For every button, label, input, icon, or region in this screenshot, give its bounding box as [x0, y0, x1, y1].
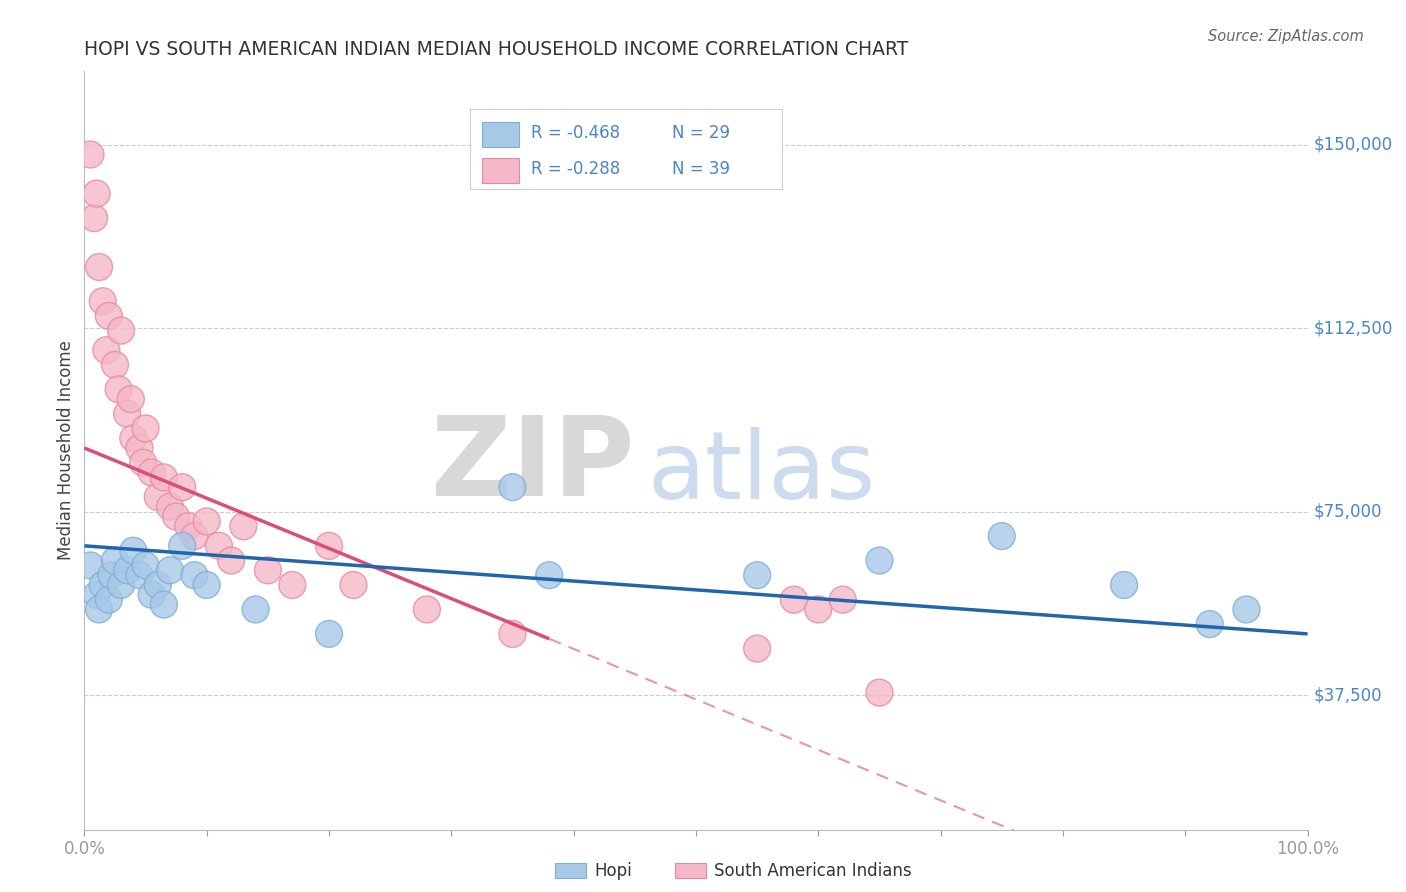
FancyBboxPatch shape	[482, 122, 519, 147]
Text: R = -0.468: R = -0.468	[531, 124, 620, 142]
Ellipse shape	[413, 596, 440, 623]
Text: N = 39: N = 39	[672, 160, 730, 178]
Ellipse shape	[145, 483, 172, 510]
Ellipse shape	[1197, 611, 1223, 638]
Ellipse shape	[278, 572, 305, 599]
Ellipse shape	[163, 503, 190, 530]
Ellipse shape	[193, 572, 221, 599]
Ellipse shape	[1111, 572, 1137, 599]
Ellipse shape	[117, 385, 145, 412]
Ellipse shape	[205, 533, 232, 559]
Ellipse shape	[127, 434, 153, 461]
Text: R = -0.288: R = -0.288	[531, 160, 620, 178]
Ellipse shape	[156, 557, 183, 583]
FancyBboxPatch shape	[470, 110, 782, 189]
Text: $37,500: $37,500	[1313, 686, 1382, 704]
Ellipse shape	[830, 586, 856, 613]
Ellipse shape	[218, 547, 245, 574]
Ellipse shape	[536, 562, 562, 589]
Ellipse shape	[77, 552, 104, 579]
Ellipse shape	[138, 459, 165, 486]
Ellipse shape	[315, 621, 343, 648]
Ellipse shape	[744, 635, 770, 662]
Ellipse shape	[114, 401, 141, 427]
Ellipse shape	[114, 557, 141, 583]
Ellipse shape	[804, 596, 832, 623]
Ellipse shape	[156, 493, 183, 520]
Ellipse shape	[744, 562, 770, 589]
Ellipse shape	[988, 523, 1015, 549]
Ellipse shape	[242, 596, 269, 623]
Ellipse shape	[150, 464, 177, 491]
Ellipse shape	[83, 180, 110, 207]
Ellipse shape	[254, 557, 281, 583]
Text: Source: ZipAtlas.com: Source: ZipAtlas.com	[1208, 29, 1364, 44]
Text: South American Indians: South American Indians	[714, 862, 912, 880]
Ellipse shape	[181, 523, 208, 549]
Ellipse shape	[231, 513, 257, 540]
Ellipse shape	[108, 572, 135, 599]
Ellipse shape	[181, 562, 208, 589]
Text: N = 29: N = 29	[672, 124, 730, 142]
Text: $75,000: $75,000	[1313, 502, 1382, 521]
Ellipse shape	[315, 533, 343, 559]
Ellipse shape	[499, 621, 526, 648]
Ellipse shape	[101, 351, 128, 378]
Ellipse shape	[174, 513, 202, 540]
Text: ZIP: ZIP	[432, 412, 636, 519]
Ellipse shape	[77, 141, 104, 168]
Ellipse shape	[169, 474, 195, 500]
Text: atlas: atlas	[647, 427, 876, 519]
Ellipse shape	[89, 288, 117, 315]
FancyBboxPatch shape	[482, 158, 519, 183]
Text: $150,000: $150,000	[1313, 136, 1393, 153]
Text: Hopi: Hopi	[595, 862, 633, 880]
Ellipse shape	[150, 591, 177, 618]
Ellipse shape	[108, 318, 135, 344]
Text: $112,500: $112,500	[1313, 319, 1393, 337]
Ellipse shape	[145, 572, 172, 599]
Text: HOPI VS SOUTH AMERICAN INDIAN MEDIAN HOUSEHOLD INCOME CORRELATION CHART: HOPI VS SOUTH AMERICAN INDIAN MEDIAN HOU…	[84, 40, 908, 59]
Ellipse shape	[120, 537, 146, 565]
Ellipse shape	[866, 679, 893, 706]
Ellipse shape	[86, 596, 112, 623]
Ellipse shape	[340, 572, 367, 599]
Ellipse shape	[169, 533, 195, 559]
Ellipse shape	[866, 547, 893, 574]
Ellipse shape	[138, 582, 165, 608]
Ellipse shape	[83, 582, 110, 608]
Ellipse shape	[96, 302, 122, 329]
Ellipse shape	[1233, 596, 1260, 623]
Ellipse shape	[127, 562, 153, 589]
Ellipse shape	[132, 415, 159, 442]
Ellipse shape	[193, 508, 221, 535]
Ellipse shape	[105, 376, 132, 403]
Ellipse shape	[499, 474, 526, 500]
Ellipse shape	[132, 552, 159, 579]
Ellipse shape	[101, 547, 128, 574]
Ellipse shape	[129, 450, 156, 476]
Ellipse shape	[93, 336, 120, 364]
Ellipse shape	[120, 425, 146, 451]
Ellipse shape	[96, 586, 122, 613]
Ellipse shape	[80, 204, 108, 232]
Ellipse shape	[89, 572, 117, 599]
Ellipse shape	[86, 253, 112, 280]
Ellipse shape	[98, 562, 125, 589]
Y-axis label: Median Household Income: Median Household Income	[58, 341, 76, 560]
Ellipse shape	[780, 586, 807, 613]
